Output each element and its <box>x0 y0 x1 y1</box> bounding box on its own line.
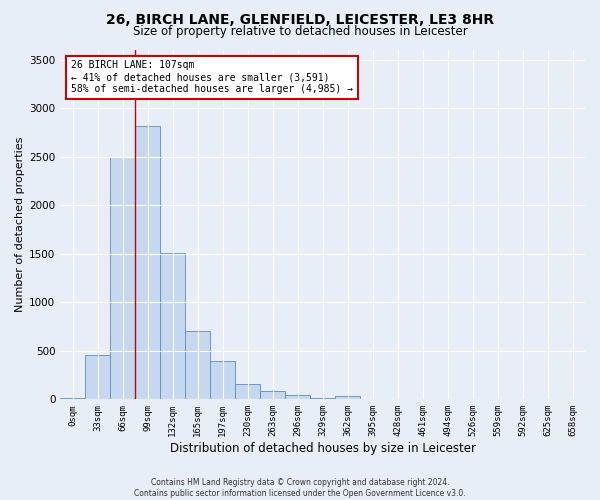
Bar <box>185 332 210 400</box>
Text: Size of property relative to detached houses in Leicester: Size of property relative to detached ho… <box>133 25 467 38</box>
Text: Contains HM Land Registry data © Crown copyright and database right 2024.
Contai: Contains HM Land Registry data © Crown c… <box>134 478 466 498</box>
Bar <box>285 395 310 400</box>
Bar <box>160 253 185 400</box>
Bar <box>335 396 360 400</box>
X-axis label: Distribution of detached houses by size in Leicester: Distribution of detached houses by size … <box>170 442 476 455</box>
Bar <box>60 398 85 400</box>
Bar <box>210 361 235 400</box>
Text: 26 BIRCH LANE: 107sqm
← 41% of detached houses are smaller (3,591)
58% of semi-d: 26 BIRCH LANE: 107sqm ← 41% of detached … <box>71 60 353 94</box>
Bar <box>260 390 285 400</box>
Bar <box>110 156 135 400</box>
Text: 26, BIRCH LANE, GLENFIELD, LEICESTER, LE3 8HR: 26, BIRCH LANE, GLENFIELD, LEICESTER, LE… <box>106 12 494 26</box>
Bar <box>235 384 260 400</box>
Bar <box>85 354 110 400</box>
Bar <box>310 398 335 400</box>
Bar <box>135 126 160 400</box>
Y-axis label: Number of detached properties: Number of detached properties <box>15 137 25 312</box>
